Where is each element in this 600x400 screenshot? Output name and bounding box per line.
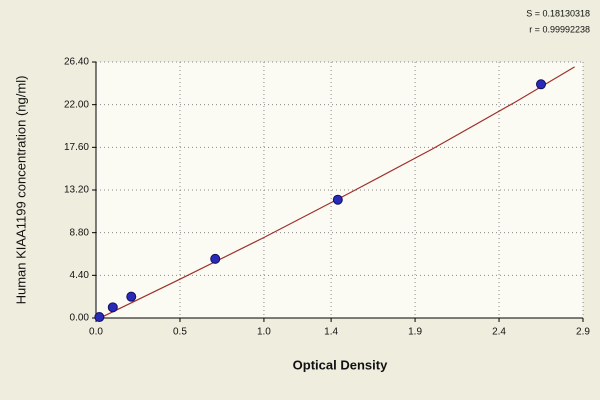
y-tick-label: 4.40 <box>70 270 90 281</box>
data-point <box>210 253 221 264</box>
y-tick-label: 0.00 <box>70 313 90 324</box>
data-point <box>536 79 547 90</box>
stat-r: r = 0.99992238 <box>529 24 590 34</box>
plot-area <box>96 62 583 318</box>
x-axis-label: Optical Density <box>293 357 388 372</box>
y-tick-label: 8.80 <box>70 227 90 238</box>
y-tick-label: 26.40 <box>64 57 89 68</box>
y-tick-label: 22.00 <box>64 99 89 110</box>
y-tick-label: 17.60 <box>64 142 89 153</box>
x-tick-label: 1.0 <box>257 327 271 338</box>
x-tick-label: 0.0 <box>89 327 103 338</box>
data-point <box>94 312 105 323</box>
x-tick-label: 2.9 <box>576 327 590 338</box>
data-point <box>332 194 343 205</box>
x-tick-label: 2.4 <box>492 327 506 338</box>
data-point <box>126 291 137 302</box>
x-tick-label: 1.4 <box>324 327 338 338</box>
x-tick-label: 0.5 <box>173 327 187 338</box>
y-tick-label: 13.20 <box>64 185 89 196</box>
data-point <box>107 302 118 313</box>
y-axis-label: Human KIAA1199 concentration (ng/ml) <box>13 76 28 305</box>
stat-s: S = 0.18130318 <box>526 8 590 18</box>
x-tick-label: 1.9 <box>408 327 422 338</box>
fit-curve <box>95 66 575 321</box>
